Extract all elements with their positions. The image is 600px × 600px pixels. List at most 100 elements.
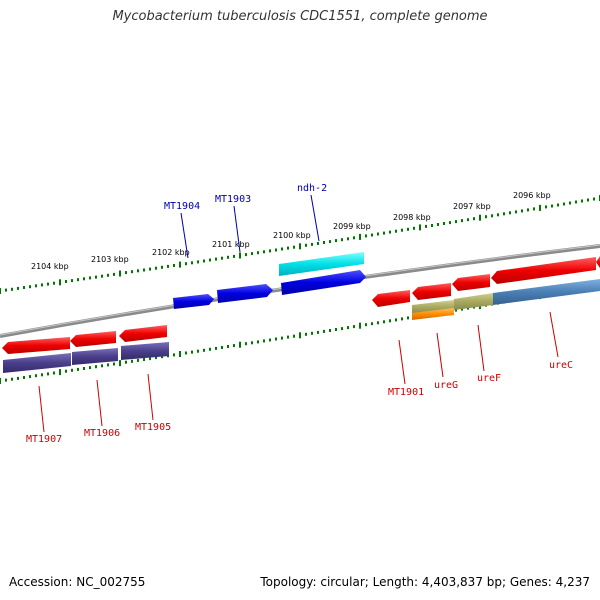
ruler-tick-lower-3 bbox=[17, 376, 19, 380]
ruler-tick-upper-54 bbox=[323, 241, 325, 244]
rna-ndh2[interactable] bbox=[279, 252, 364, 276]
ruler-tick-upper-92 bbox=[551, 204, 553, 208]
leader-ureF bbox=[477, 324, 485, 372]
ruler-tick-upper-41 bbox=[245, 253, 247, 257]
ruler-tick-upper-69 bbox=[413, 226, 415, 230]
ruler-tick-lower-26 bbox=[155, 356, 157, 360]
ruler-tick-lower-7 bbox=[41, 373, 43, 377]
reverse-genes-left bbox=[2, 325, 169, 373]
ruler-tick-lower-76 bbox=[455, 308, 457, 312]
ruler-tick-upper-55 bbox=[329, 240, 331, 244]
ruler-labels: 2104 kbp 2103 kbp 2102 kbp 2101 kbp 2100… bbox=[31, 191, 551, 271]
ruler-tick-upper-52 bbox=[311, 242, 313, 246]
gene-MT1907[interactable] bbox=[2, 337, 70, 354]
ruler-tick-upper-11 bbox=[65, 280, 67, 283]
ruler-tick-upper-67 bbox=[401, 228, 403, 232]
ruler-tick-lower-62 bbox=[371, 322, 373, 326]
cds-ureG[interactable] bbox=[412, 300, 454, 314]
gene-ureC[interactable] bbox=[491, 257, 596, 284]
ruler-tick-lower-14 bbox=[83, 367, 85, 370]
ruler-tick-lower-27 bbox=[161, 355, 163, 359]
ruler-tick-upper-31 bbox=[185, 262, 187, 266]
ruler-tick-lower-8 bbox=[47, 372, 49, 376]
leader-ureG bbox=[436, 332, 444, 378]
ruler-tick-upper-49 bbox=[293, 245, 295, 249]
ruler-tick-upper-27 bbox=[161, 265, 163, 269]
forward-genes bbox=[173, 252, 366, 309]
ruler-tick-upper-68 bbox=[407, 227, 409, 231]
ruler-tick-upper-25 bbox=[149, 267, 151, 271]
ruler-tick-upper-42 bbox=[251, 252, 253, 256]
ruler-tick-upper-80 bbox=[479, 214, 481, 221]
cds-ureG-orange[interactable] bbox=[412, 308, 454, 320]
ruler-tick-upper-66 bbox=[395, 229, 397, 233]
ruler-label-2097: 2097 kbp bbox=[453, 202, 491, 211]
gene-ureG[interactable] bbox=[412, 283, 451, 300]
ruler-tick-upper-78 bbox=[467, 218, 469, 222]
label-ureC[interactable]: ureC bbox=[549, 360, 573, 371]
ruler-tick-upper-47 bbox=[281, 247, 283, 251]
gene-MT1906[interactable] bbox=[70, 331, 116, 347]
ruler-tick-upper-6 bbox=[35, 284, 37, 288]
gene-ureF[interactable] bbox=[452, 274, 490, 291]
ruler-tick-upper-43 bbox=[257, 251, 259, 255]
label-ndh2[interactable]: ndh-2 bbox=[297, 183, 327, 194]
cds-MT1906[interactable] bbox=[72, 348, 118, 365]
gene-MT1905[interactable] bbox=[119, 325, 167, 342]
ruler-tick-upper-95 bbox=[569, 201, 571, 205]
cds-MT1905[interactable] bbox=[121, 342, 169, 360]
label-MT1907[interactable]: MT1907 bbox=[26, 434, 62, 445]
label-ureF[interactable]: ureF bbox=[477, 373, 501, 384]
ruler-tick-upper-58 bbox=[347, 237, 349, 241]
ruler-tick-upper-82 bbox=[491, 214, 493, 218]
ruler-tick-upper-0 bbox=[0, 288, 1, 294]
ruler-tick-upper-26 bbox=[155, 266, 157, 270]
ruler-tick-upper-88 bbox=[527, 208, 529, 212]
ruler-tick-upper-56 bbox=[335, 239, 337, 243]
ruler-tick-upper-98 bbox=[587, 198, 589, 202]
cds-ureF[interactable] bbox=[454, 293, 493, 310]
ruler-tick-lower-17 bbox=[101, 364, 103, 368]
ruler-tick-upper-75 bbox=[449, 221, 451, 225]
ruler-ticks-upper bbox=[0, 195, 600, 294]
ruler-tick-lower-15 bbox=[89, 366, 91, 370]
gene-MT1901[interactable] bbox=[372, 290, 410, 307]
gene-MT1903[interactable] bbox=[217, 284, 273, 303]
ruler-tick-lower-60 bbox=[359, 322, 361, 329]
ruler-tick-lower-29 bbox=[173, 353, 175, 357]
ruler-tick-upper-71 bbox=[425, 224, 427, 228]
ruler-tick-lower-68 bbox=[407, 316, 409, 320]
ruler-tick-lower-0 bbox=[0, 378, 1, 384]
gene-edge-right[interactable] bbox=[596, 256, 600, 268]
ruler-tick-upper-60 bbox=[359, 233, 361, 240]
ruler-tick-lower-13 bbox=[77, 367, 79, 371]
ruler-tick-lower-23 bbox=[137, 358, 139, 362]
ruler-tick-lower-51 bbox=[305, 332, 307, 336]
gene-ndh2[interactable] bbox=[281, 270, 366, 295]
label-MT1905[interactable]: MT1905 bbox=[135, 422, 171, 433]
ruler-tick-upper-74 bbox=[443, 222, 445, 225]
label-MT1904[interactable]: MT1904 bbox=[164, 201, 200, 212]
ruler-tick-upper-24 bbox=[143, 268, 145, 272]
ruler-tick-lower-52 bbox=[311, 331, 313, 335]
ruler-tick-upper-83 bbox=[497, 213, 499, 217]
label-ureG[interactable]: ureG bbox=[434, 380, 458, 391]
ruler-tick-lower-24 bbox=[143, 358, 145, 361]
ruler-tick-lower-54 bbox=[323, 329, 325, 333]
gene-labels: MT1904 MT1903 ndh-2 MT1907 MT1906 MT1905… bbox=[26, 183, 573, 445]
label-MT1903[interactable]: MT1903 bbox=[215, 194, 251, 205]
ruler-tick-upper-84 bbox=[503, 212, 505, 216]
ruler-tick-lower-49 bbox=[293, 334, 295, 338]
label-MT1906[interactable]: MT1906 bbox=[84, 428, 120, 439]
ruler-tick-lower-37 bbox=[221, 346, 223, 349]
ruler-tick-upper-13 bbox=[77, 278, 79, 282]
ruler-tick-upper-37 bbox=[221, 256, 223, 260]
label-MT1901[interactable]: MT1901 bbox=[388, 387, 424, 398]
cds-ureC[interactable] bbox=[493, 279, 600, 305]
ruler-label-2096: 2096 kbp bbox=[513, 191, 551, 200]
cds-MT1907[interactable] bbox=[3, 353, 71, 373]
ruler-tick-lower-66 bbox=[395, 318, 397, 322]
gene-MT1904[interactable] bbox=[173, 294, 214, 309]
leader-MT1904 bbox=[180, 212, 189, 259]
